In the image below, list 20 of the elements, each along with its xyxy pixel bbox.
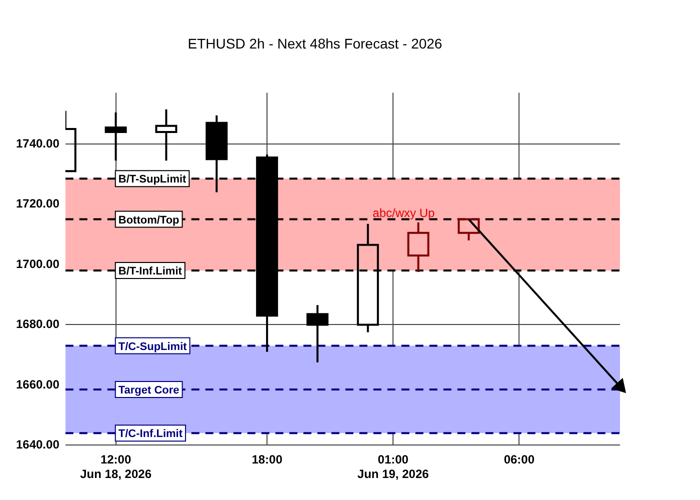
ref-line-label: T/C-Inf.Limit [118,428,183,440]
y-tick-label: 1660.00 [16,377,60,392]
ref-line-label: Bottom/Top [118,214,180,226]
x-tick-label: 18:00 [252,452,283,467]
ref-line-label: B/T-Inf.Limit [118,266,182,278]
x-tick-label: 06:00 [504,452,535,467]
x-tick-label: 12:00 Jun 18, 2026 [80,452,152,482]
y-tick-label: 1700.00 [16,256,60,271]
y-tick-label: 1740.00 [16,136,60,150]
chart-title: ETHUSD 2h - Next 48hs Forecast - 2026 [188,35,442,52]
y-tick-label: 1640.00 [16,438,60,452]
y-tick-label: 1680.00 [16,317,60,332]
x-tick-label: 01:00 Jun 19, 2026 [357,452,430,482]
ref-line-label: Target Core [118,384,180,397]
ref-line-label: B/T-SupLimit [118,174,187,186]
candlestick [155,108,178,162]
ref-line-label: T/C-SupLimit [118,340,188,353]
annotation: abc/wxy Up [372,206,436,220]
y-tick-label: 1720.00 [16,196,60,211]
candlestick [407,221,430,274]
